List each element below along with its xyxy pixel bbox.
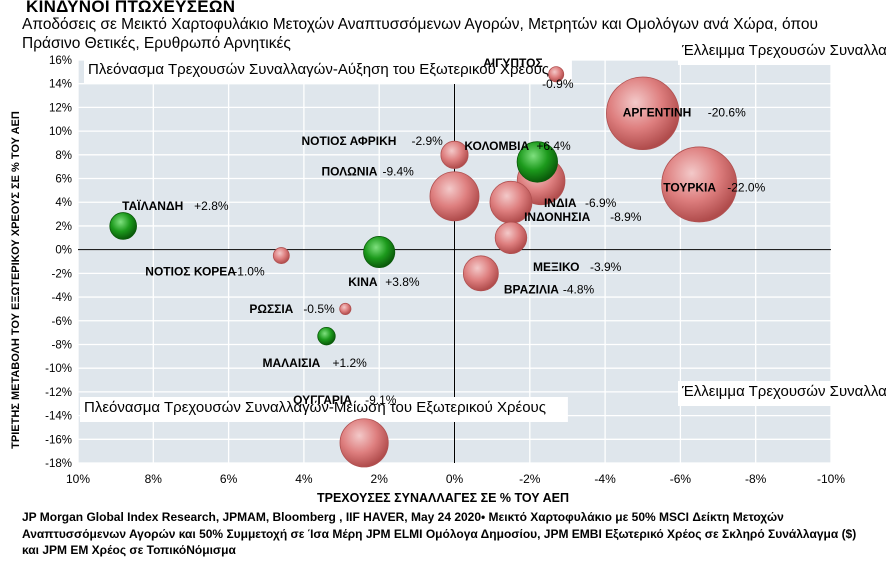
quadrant-label-box bbox=[80, 397, 568, 422]
x-tick-label: 0% bbox=[446, 472, 464, 486]
return-label: -1.0% bbox=[233, 265, 265, 279]
return-label: -20.6% bbox=[708, 105, 746, 119]
y-axis-label: ΤΡΙΕΤΗΣ ΜΕΤΑΒΟΛΗ ΤΟΥ ΕΞΩΤΕΡΙΚΟΥ ΧΡΕΟΥΣ Σ… bbox=[10, 111, 22, 449]
country-label: ΝΟΤΙΟΣ ΚΟΡΕΑ bbox=[145, 265, 236, 279]
chart-subtitle: Αποδόσεις σε Μεικτό Χαρτοφυλάκιο Μετοχών… bbox=[22, 16, 818, 52]
y-tick-label: 14% bbox=[49, 79, 72, 91]
quadrant-labels: Πλεόνασμα Τρεχουσών Συναλλαγών-Αύξηση το… bbox=[80, 40, 886, 422]
y-tick-label: -6% bbox=[52, 316, 72, 328]
x-tick-label: 10% bbox=[66, 472, 90, 486]
bubble bbox=[272, 247, 290, 264]
chart-title: ΚΙΝΔΥΝΟΙ ΠΤΩΧΕΥΣΕΩΝ bbox=[26, 0, 236, 16]
bubble bbox=[440, 140, 469, 169]
bubble bbox=[317, 327, 336, 346]
country-label: ΑΙΓΥΠΤΟΣ bbox=[483, 56, 543, 70]
quadrant-label-bottom-left: Πλεόνασμα Τρεχουσών Συναλλαγών-Μείωση το… bbox=[84, 399, 546, 416]
country-label: ΡΩΣΣΙΑ bbox=[249, 302, 293, 316]
x-tick-label: 6% bbox=[220, 472, 238, 486]
return-label: -3.9% bbox=[590, 260, 622, 274]
return-label: -9.4% bbox=[383, 164, 415, 178]
x-tick-label: -2% bbox=[519, 472, 541, 486]
quadrant-label-box bbox=[678, 40, 886, 65]
return-label: -6.9% bbox=[585, 196, 617, 210]
return-label: +2.8% bbox=[194, 199, 229, 213]
y-tick-label: 12% bbox=[49, 102, 72, 114]
y-tick-label: 10% bbox=[49, 126, 72, 138]
quadrant-label-top-left: Πλεόνασμα Τρεχουσών Συναλλαγών-Αύξηση το… bbox=[88, 61, 549, 78]
country-label: ΜΕΞΙΚΟ bbox=[533, 260, 580, 274]
country-label: ΤΑΪΛΑΝΔΗ bbox=[122, 198, 183, 213]
country-label: ΤΟΥΡΚΙΑ bbox=[663, 180, 716, 194]
bubble bbox=[516, 141, 558, 183]
return-label: -0.5% bbox=[303, 302, 335, 316]
country-label: ΚΙΝΑ bbox=[348, 275, 378, 289]
return-label: +3.8% bbox=[385, 275, 420, 289]
country-label: ΝΟΤΙΟΣ ΑΦΡΙΚΗ bbox=[302, 134, 397, 148]
country-label: ΚΟΛΟΜΒΙΑ bbox=[464, 139, 529, 153]
x-tick-label: 8% bbox=[145, 472, 163, 486]
country-label: ΠΟΛΩΝΙΑ bbox=[322, 164, 378, 178]
return-label: +1.2% bbox=[332, 356, 367, 370]
return-label: +6.4% bbox=[536, 139, 571, 153]
country-label: ΙΝΔΟΝΗΣΙΑ bbox=[524, 210, 591, 224]
country-label: ΙΝΔΙΑ bbox=[544, 196, 577, 210]
y-tick-label: -18% bbox=[45, 458, 72, 470]
quadrant-label-box bbox=[84, 59, 572, 84]
country-label: ΑΡΓΕΝΤΙΝΗ bbox=[623, 105, 692, 119]
x-axis-label: ΤΡΕΧΟΥΣΕΣ ΣΥΝΑΛΛΑΓΕΣ ΣΕ % ΤΟΥ ΑΕΠ bbox=[316, 491, 569, 505]
y-tick-label: -10% bbox=[45, 363, 72, 375]
bubble bbox=[429, 171, 480, 222]
y-tick-label: 0% bbox=[55, 245, 72, 257]
x-tick-label: 2% bbox=[371, 472, 389, 486]
return-label: -9.1% bbox=[365, 393, 397, 407]
point-labels: ΑΙΓΥΠΤΟΣ -0.9% ΑΡΓΕΝΤΙΝΗ -20.6% ΚΟΛΟΜΒΙΑ +6.4… bbox=[122, 56, 765, 407]
bubble bbox=[339, 418, 389, 468]
quadrant-label-bottom-right: Έλλειμμα Τρεχουσών Συναλλαγών-Μείωση του… bbox=[681, 383, 886, 400]
bubble bbox=[494, 221, 528, 254]
return-label: -8.9% bbox=[610, 210, 642, 224]
bubble bbox=[606, 76, 680, 151]
quadrant-label-box bbox=[678, 381, 886, 406]
return-label: -22.0% bbox=[727, 180, 765, 194]
source-note: JP Morgan Global Index Research, JPMAM, … bbox=[22, 510, 857, 557]
bubbles bbox=[109, 66, 738, 468]
return-label: -4.8% bbox=[563, 282, 595, 296]
x-tick-label: -6% bbox=[670, 472, 692, 486]
y-tick-label: -2% bbox=[52, 268, 72, 280]
y-tick-label: 6% bbox=[55, 174, 72, 186]
x-tick-label: -10% bbox=[817, 472, 845, 486]
bubble bbox=[548, 66, 565, 83]
axes bbox=[78, 60, 831, 463]
bubble bbox=[109, 212, 137, 240]
tick-labels: 10% 8% 6% 4% 2% 0% -2% -4% -6% -8% -10% 16% 14% 12% 10… bbox=[45, 55, 845, 486]
bubble bbox=[462, 255, 499, 292]
quadrant-label-top-right: Έλλειμμα Τρεχουσών Συναλλαγών-Αύξηση του… bbox=[681, 42, 886, 59]
y-tick-label: 2% bbox=[55, 221, 72, 233]
bubble bbox=[363, 236, 396, 269]
y-tick-label: -8% bbox=[52, 339, 72, 351]
country-label: ΒΡΑΖΙΛΙΑ bbox=[504, 282, 559, 296]
y-tick-label: -14% bbox=[45, 411, 72, 423]
y-tick-label: -16% bbox=[45, 434, 72, 446]
bubble bbox=[339, 302, 352, 315]
bubble bbox=[661, 146, 738, 223]
y-tick-label: 8% bbox=[55, 150, 72, 162]
x-tick-label: -4% bbox=[594, 472, 616, 486]
country-label: ΟΥΓΓΑΡΙΑ bbox=[293, 393, 352, 407]
return-label: -2.9% bbox=[412, 134, 444, 148]
country-label: ΜΑΛΑΙΣΙΑ bbox=[262, 356, 320, 370]
y-tick-label: 4% bbox=[55, 197, 72, 209]
x-tick-label: -8% bbox=[745, 472, 767, 486]
x-tick-label: 4% bbox=[295, 472, 313, 486]
y-tick-label: 16% bbox=[49, 55, 72, 67]
y-tick-label: -4% bbox=[52, 292, 72, 304]
return-label: -0.9% bbox=[542, 77, 574, 91]
y-tick-label: -12% bbox=[45, 387, 72, 399]
